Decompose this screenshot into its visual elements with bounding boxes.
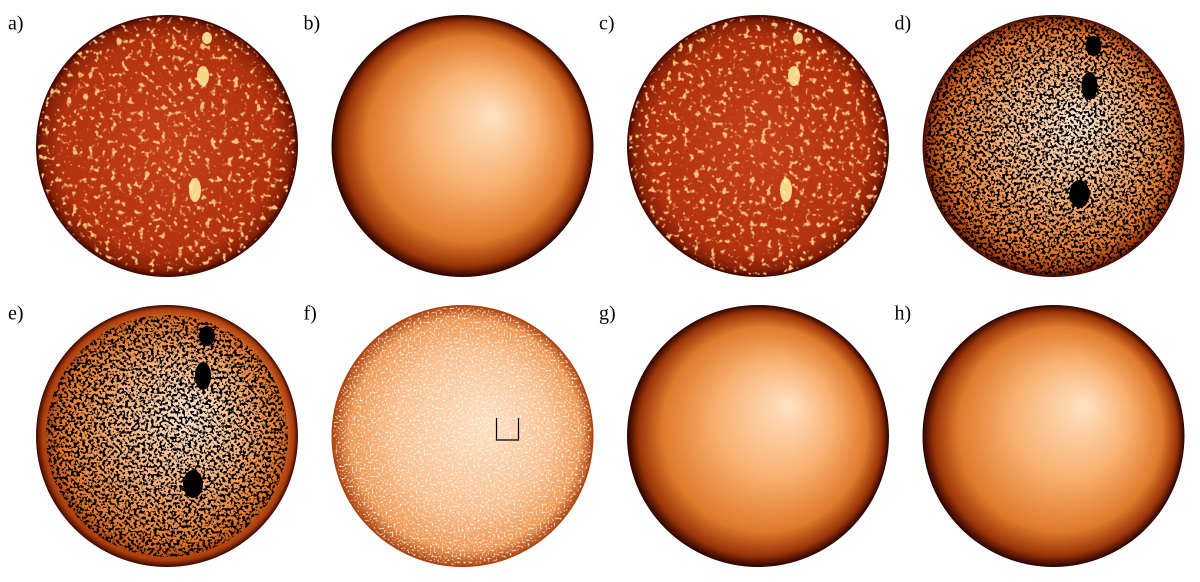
dark-region	[183, 470, 203, 498]
bright-region	[189, 178, 201, 202]
panel-label: e)	[8, 303, 24, 325]
dark-region	[199, 326, 215, 346]
disk-texture	[38, 17, 296, 275]
bright-region	[793, 32, 803, 44]
dark-region	[1085, 36, 1102, 56]
dark-region	[1069, 180, 1090, 208]
solar-disk	[331, 15, 594, 277]
disk-texture	[46, 315, 288, 557]
disk-texture	[629, 17, 887, 275]
solar-disk	[627, 305, 889, 567]
disk-texture	[924, 17, 1183, 275]
panel-label: a)	[8, 13, 24, 35]
marker-bracket	[495, 418, 520, 441]
dark-region	[195, 362, 211, 390]
panel-label: f)	[304, 303, 317, 325]
panel-label: c)	[599, 13, 615, 35]
panel-label: h)	[895, 303, 912, 325]
panel-label: g)	[599, 303, 616, 325]
bright-region	[788, 66, 800, 86]
solar-disk	[922, 305, 1185, 567]
bright-region	[202, 32, 212, 44]
bright-region	[197, 66, 209, 86]
bright-region	[780, 178, 792, 202]
panel-label: b)	[304, 13, 321, 35]
panel-label: d)	[895, 13, 912, 35]
dark-region	[1081, 72, 1098, 100]
disk-texture	[333, 307, 592, 565]
